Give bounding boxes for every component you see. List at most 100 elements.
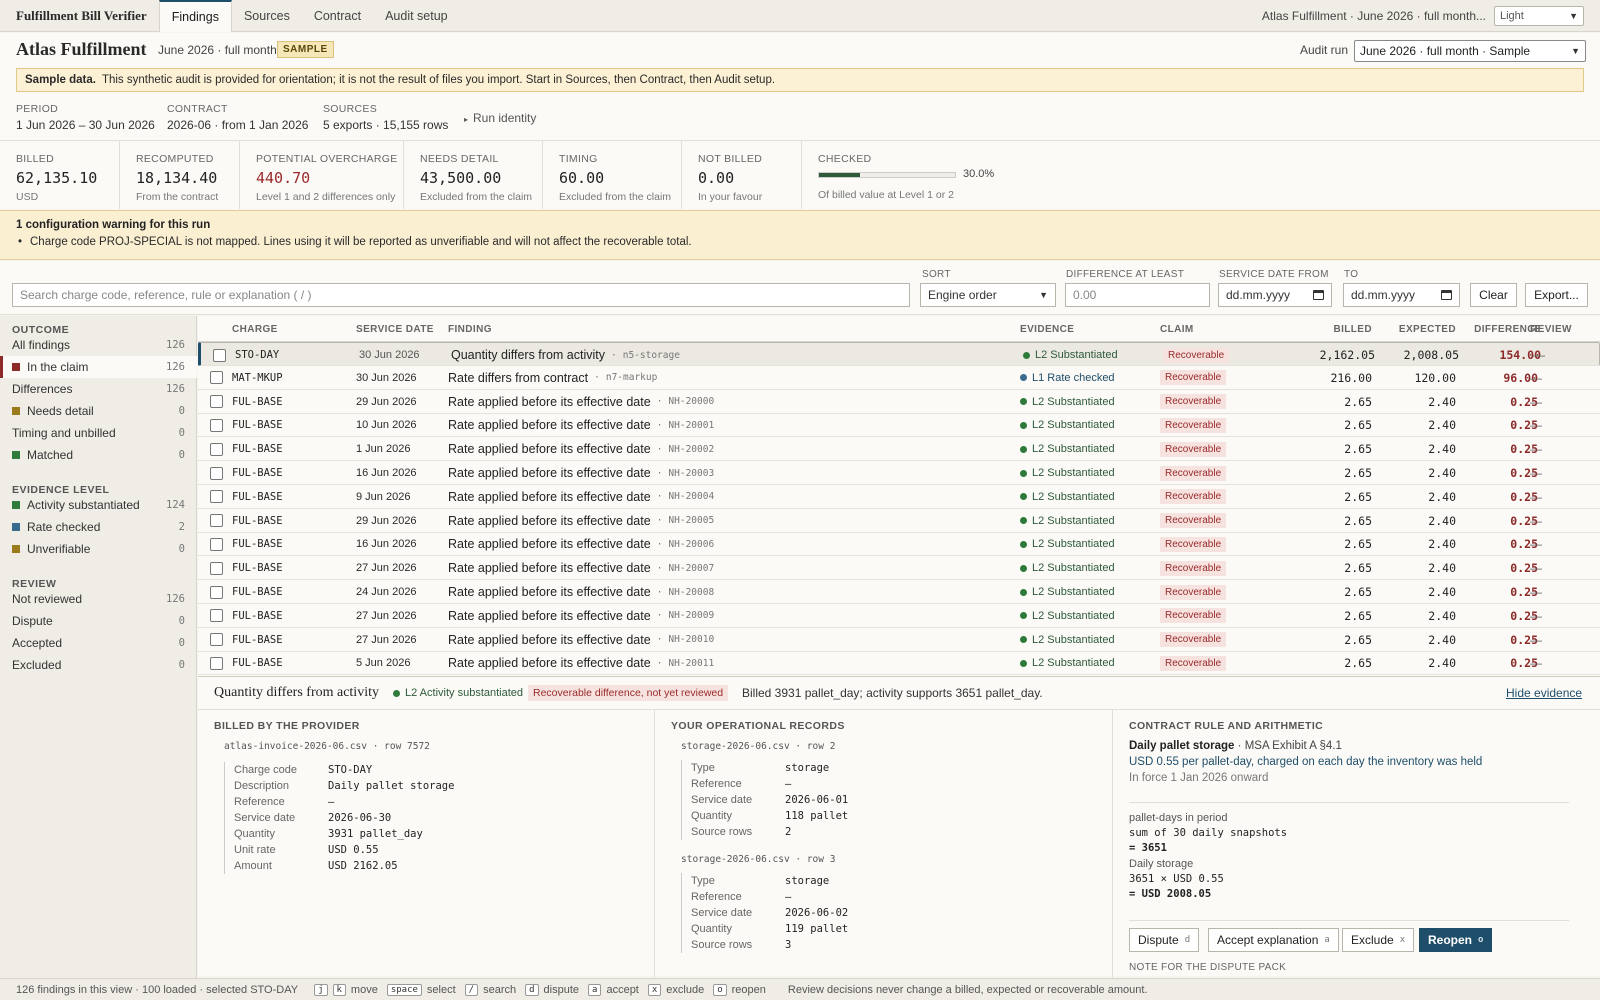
clear-button[interactable]: Clear [1470,283,1517,307]
review-status[interactable]: — [1530,466,1542,480]
field-value: 3 [785,939,792,951]
review-status[interactable]: — [1530,370,1542,385]
col-review[interactable]: REVIEW [1530,324,1572,335]
date-to-input[interactable]: dd.mm.yyyy [1343,283,1460,307]
tab-findings[interactable]: Findings [158,0,232,32]
date-from-input[interactable]: dd.mm.yyyy [1218,283,1332,307]
col-claim[interactable]: CLAIM [1160,324,1194,335]
row-checkbox[interactable] [210,371,223,385]
calendar-icon[interactable] [1313,290,1324,300]
tab-contract[interactable]: Contract [313,8,362,23]
run-identity-toggle[interactable]: ▸ Run identity [464,111,536,125]
table-row[interactable]: FUL-BASE 27 Jun 2026 Rate applied before i… [198,628,1600,652]
sidebar-item-unverifiable[interactable]: Unverifiable 0 [0,538,197,560]
col-service-date[interactable]: SERVICE DATE [356,324,434,335]
table-row[interactable]: FUL-BASE 29 Jun 2026 Rate applied before i… [198,509,1600,533]
finding-ref: NH-20000 [668,396,715,408]
col-expected[interactable]: EXPECTED [1398,324,1456,335]
review-status[interactable]: — [1530,656,1542,671]
sidebar-item-all-findings[interactable]: All findings 126 [0,334,197,356]
audit-run-select[interactable]: June 2026 · full month · Sample ▼ [1354,40,1586,62]
row-checkbox[interactable] [210,656,223,670]
sidebar-item-in-the-claim[interactable]: In the claim 126 [0,356,197,378]
row-checkbox[interactable] [210,442,223,456]
sidebar-item-matched[interactable]: Matched 0 [0,444,197,466]
search-input[interactable]: Search charge code, reference, rule or e… [12,283,910,307]
review-status[interactable]: — [1530,537,1542,552]
sort-select[interactable]: Engine order ▼ [920,283,1056,307]
row-checkbox[interactable] [210,561,223,575]
reopen-button[interactable]: Reopen o [1419,928,1493,952]
difference-value: 0.25 [1510,585,1538,599]
sidebar-item-differences[interactable]: Differences 126 [0,378,197,400]
review-status[interactable]: — [1533,348,1545,362]
tab-sources[interactable]: Sources [243,8,290,23]
calendar-icon[interactable] [1441,290,1452,300]
col-difference[interactable]: DIFFERENCE [1474,324,1542,335]
theme-select[interactable]: Light ▼ [1494,5,1584,26]
table-row[interactable]: STO-DAY 30 Jun 2026 Quantity differs from … [198,342,1600,366]
sidebar-item-not-reviewed[interactable]: Not reviewed 126 [0,588,197,610]
sidebar-item-rate-checked[interactable]: Rate checked 2 [0,516,197,538]
col-finding[interactable]: FINDING [448,324,492,335]
config-warning: 1 configuration warning for this run Cha… [0,210,1600,260]
table-row[interactable]: FUL-BASE 5 Jun 2026 Rate applied before it… [198,651,1600,676]
table-row[interactable]: FUL-BASE 16 Jun 2026 Rate applied before i… [198,461,1600,485]
dispute-button[interactable]: Dispute d [1129,928,1200,952]
review-status[interactable]: — [1530,632,1542,647]
accept-explanation-button[interactable]: Accept explanation a [1208,928,1339,952]
row-checkbox[interactable] [210,537,223,551]
table-row[interactable]: FUL-BASE 16 Jun 2026 Rate applied before i… [198,532,1600,557]
sidebar-item-timing-and-unbilled[interactable]: Timing and unbilled 0 [0,422,197,444]
checked-progress-fill [819,173,860,177]
table-row[interactable]: FUL-BASE 24 Jun 2026 Rate applied before i… [198,580,1600,604]
row-checkbox[interactable] [210,418,223,432]
review-status[interactable]: — [1530,489,1542,504]
table-row[interactable]: FUL-BASE 27 Jun 2026 Rate applied before i… [198,556,1600,581]
review-status[interactable]: — [1530,513,1542,528]
swatch-icon [12,545,20,553]
row-checkbox[interactable] [210,466,223,480]
kpi-recomputed: RECOMPUTED 18,134.40 From the contract [120,141,240,209]
col-charge[interactable]: CHARGE [232,324,278,335]
table-row[interactable]: FUL-BASE 10 Jun 2026 Rate applied before i… [198,413,1600,438]
tab-audit-setup[interactable]: Audit setup [385,8,448,23]
export-button[interactable]: Export... [1525,283,1588,307]
col-evidence[interactable]: EVIDENCE [1020,324,1075,335]
hide-evidence-link[interactable]: Hide evidence [1506,686,1583,700]
review-status[interactable]: — [1530,561,1542,576]
finding-text: Quantity differs from activity [451,348,605,362]
table-row[interactable]: FUL-BASE 27 Jun 2026 Rate applied before i… [198,604,1600,628]
sidebar-item-dispute[interactable]: Dispute 0 [0,610,197,632]
review-status[interactable]: — [1530,394,1542,409]
sidebar-item-needs-detail[interactable]: Needs detail 0 [0,400,197,422]
row-checkbox-cell [210,413,223,437]
table-row[interactable]: MAT-MKUP 30 Jun 2026 Rate differs from con… [198,366,1600,390]
row-checkbox[interactable] [213,348,226,362]
row-checkbox[interactable] [210,490,223,504]
review-status[interactable]: — [1530,442,1542,457]
table-row[interactable]: FUL-BASE 9 Jun 2026 Rate applied before it… [198,485,1600,509]
evidence-label: L2 Substantiated [1032,538,1115,551]
row-checkbox[interactable] [210,514,223,528]
col-billed[interactable]: BILLED [1333,324,1372,335]
status-dot-icon [1020,659,1027,667]
row-checkbox[interactable] [210,609,223,623]
service-date: 27 Jun 2026 [356,562,417,575]
difference-input[interactable]: 0.00 [1065,283,1210,307]
row-checkbox[interactable] [210,395,223,409]
table-row[interactable]: FUL-BASE 1 Jun 2026 Rate applied before it… [198,437,1600,462]
finding-text: Rate applied before its effective date [448,513,651,528]
table-row[interactable]: FUL-BASE 29 Jun 2026 Rate applied before i… [198,390,1600,414]
exclude-button[interactable]: Exclude x [1342,928,1415,952]
sidebar-item-accepted[interactable]: Accepted 0 [0,632,197,654]
review-status[interactable]: — [1530,608,1542,623]
review-status[interactable]: — [1530,418,1542,433]
difference-value: 0.25 [1510,394,1538,409]
sidebar-item-activity-substantiated[interactable]: Activity substantiated 124 [0,494,197,516]
sidebar-item-excluded[interactable]: Excluded 0 [0,654,197,676]
review-status[interactable]: — [1530,585,1542,599]
row-checkbox[interactable] [210,633,223,647]
row-checkbox[interactable] [210,585,223,599]
evidence-label: L2 Substantiated [1032,562,1115,575]
